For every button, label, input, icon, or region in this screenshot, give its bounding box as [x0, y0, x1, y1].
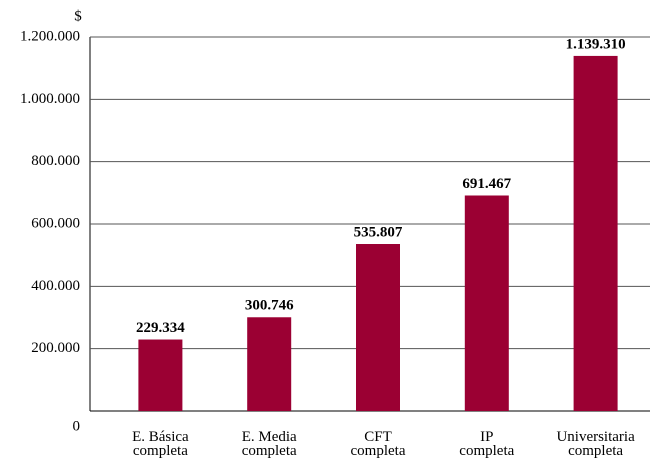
bar [464, 195, 509, 411]
x-tick-label: E. Básica completa [132, 429, 189, 459]
y-tick-label: 200.000 [31, 340, 80, 356]
value-label: 535.807 [354, 224, 403, 240]
y-tick-label: 1.200.000 [20, 28, 80, 44]
y-axis-label: $ [74, 8, 82, 24]
bar [247, 317, 292, 411]
bar [356, 244, 400, 411]
value-label: 1.139.310 [566, 36, 626, 52]
y-tick-label: 400.000 [31, 278, 80, 294]
y-tick-label: 0 [73, 418, 81, 434]
bar [138, 339, 183, 411]
value-label: 691.467 [462, 176, 511, 192]
x-tick-label: Universitaria completa [556, 429, 635, 459]
y-tick-label: 800.000 [31, 153, 80, 169]
value-label: 229.334 [136, 320, 185, 336]
value-label: 300.746 [245, 298, 294, 314]
x-tick-label: IP completa [459, 429, 515, 459]
x-tick-label: E. Media completa [241, 429, 297, 459]
x-tick-label: CFT completa [350, 429, 406, 459]
y-tick-label: 600.000 [31, 215, 80, 231]
bar [573, 55, 618, 412]
y-tick-label: 1.000.000 [20, 91, 80, 107]
